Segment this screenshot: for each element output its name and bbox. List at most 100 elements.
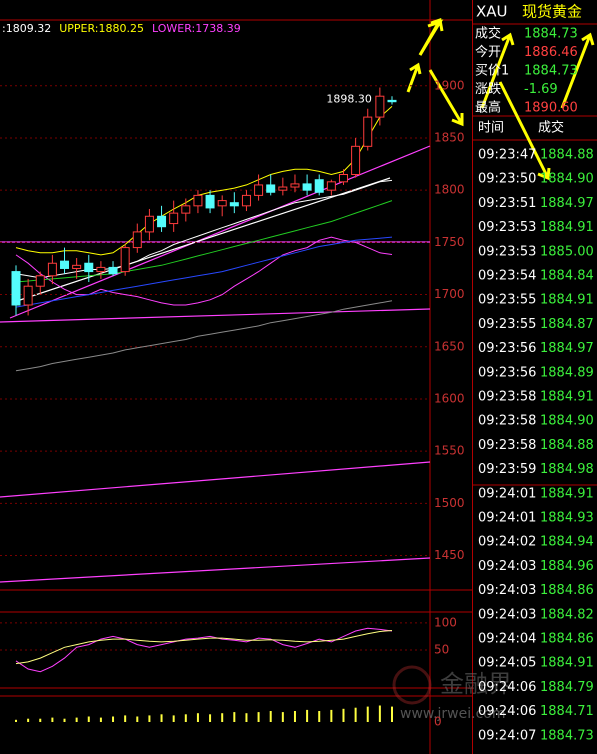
candle-body [254, 184, 264, 196]
candle-body [60, 260, 70, 269]
volume-bar [136, 716, 139, 722]
trade-price: 1884.91 [540, 390, 594, 405]
legend-entry: LOWER:1738.39 [152, 22, 241, 35]
candle-body [84, 262, 94, 273]
watermark-url: www.jrwei.com [400, 706, 505, 722]
candle-body [375, 95, 385, 118]
volume-bar [269, 711, 272, 722]
volume-bar [51, 717, 54, 722]
y-tick-label: 1450 [434, 548, 465, 562]
candle-body [241, 194, 251, 207]
trade-price: 1884.98 [540, 462, 594, 477]
trade-price: 1884.86 [540, 632, 594, 647]
trade-time: 09:23:58 [478, 390, 536, 405]
quote-label: 今开 [475, 44, 501, 60]
candle-body [132, 231, 142, 249]
candle-body [302, 183, 312, 191]
volume-bar [366, 706, 369, 722]
trade-price: 1884.91 [540, 656, 594, 671]
quote-value: 1884.73 [524, 27, 578, 42]
trade-price: 1885.00 [540, 244, 594, 259]
indicator-line [15, 236, 393, 306]
volume-bar [233, 712, 236, 722]
candle-body [217, 200, 227, 207]
trade-time: 09:24:06 [478, 680, 536, 695]
volume-bar [293, 711, 296, 722]
volume-bar [281, 712, 284, 722]
indicator-line [15, 200, 393, 283]
volume-bar [63, 718, 66, 722]
candle-body [338, 174, 348, 183]
candle-body [157, 215, 167, 228]
volume-bar [257, 712, 260, 722]
trade-time: 09:23:55 [478, 317, 536, 332]
volume-bar [318, 711, 321, 722]
y-tick-label: 0 [434, 715, 442, 729]
candle-body [11, 271, 21, 306]
trade-time: 09:23:50 [478, 172, 536, 187]
trade-price: 1884.86 [540, 583, 594, 598]
volume-bar [184, 714, 187, 722]
watermark-logo [392, 665, 432, 705]
candle-body [181, 205, 191, 214]
trade-time: 09:23:59 [478, 462, 536, 477]
candle-body [23, 285, 33, 306]
candle-body [205, 194, 215, 209]
trade-time: 09:24:07 [478, 728, 536, 743]
trade-time: 09:23:51 [478, 196, 536, 211]
trade-price: 1884.89 [540, 365, 594, 380]
indicator-line [15, 179, 393, 279]
trade-price: 1884.79 [540, 680, 594, 695]
volume-bar [221, 713, 224, 722]
quote-value: 1886.46 [524, 45, 578, 60]
trade-time: 09:23:53 [478, 244, 536, 259]
trade-time: 09:24:04 [478, 632, 536, 647]
candle-body [387, 99, 397, 103]
volume-bar [39, 718, 42, 722]
volume-bar [75, 717, 78, 722]
trade-price: 1884.88 [540, 148, 594, 163]
quote-label: 买价1 [475, 64, 509, 79]
volume-bar [245, 713, 248, 722]
volume-bar [306, 709, 309, 722]
watermark-brand: 金融界 [440, 670, 512, 698]
y-tick-label: 1800 [434, 183, 465, 197]
volume-bar [124, 715, 127, 722]
y-tick-label: 1600 [434, 391, 465, 405]
candle-body [72, 264, 82, 269]
volume-bar [87, 716, 90, 722]
volume-bar [160, 714, 163, 722]
volume-bar [342, 708, 345, 722]
y-tick-label: 1650 [434, 339, 465, 353]
trade-time: 09:24:03 [478, 583, 536, 598]
candle-body [326, 181, 336, 191]
candle-body [266, 184, 276, 193]
volume-bar [148, 715, 151, 722]
candle-body [96, 266, 106, 273]
trade-time: 09:23:56 [478, 365, 536, 380]
candle-body [278, 186, 288, 191]
indicator-line [15, 300, 393, 372]
trade-time: 09:23:54 [478, 269, 536, 284]
trade-price: 1884.87 [540, 317, 594, 332]
trade-time: 09:24:01 [478, 511, 536, 526]
volume-bar [112, 716, 115, 722]
candle-body [290, 183, 300, 188]
trade-time: 09:24:01 [478, 486, 536, 501]
trade-price: 1884.90 [540, 414, 594, 429]
candle-body [120, 247, 130, 273]
trade-price: 1884.91 [540, 220, 594, 235]
trade-price: 1884.97 [540, 196, 594, 211]
indicator-line [15, 630, 393, 665]
trade-time: 09:23:58 [478, 438, 536, 453]
candle-body [47, 262, 57, 277]
trade-price: 1884.84 [540, 269, 594, 284]
trade-time: 09:24:06 [478, 704, 536, 719]
indicator-line [15, 236, 393, 308]
trade-price: 1884.82 [540, 607, 594, 622]
y-tick-label: 1900 [434, 78, 465, 92]
volume-bar [378, 705, 381, 722]
quote-label: 涨跌 [475, 81, 501, 97]
